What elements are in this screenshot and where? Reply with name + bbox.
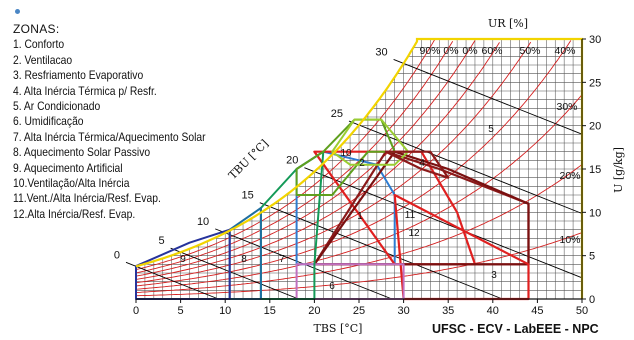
- x-tick-label: 35: [442, 305, 454, 317]
- zone-label-4: 4: [419, 158, 425, 169]
- legend-item-3: 3. Resfriamento Evaporativo: [13, 68, 144, 83]
- legend-item-11: 11.Vent./Alta Inércia/Resf. Evap.: [13, 191, 161, 206]
- rh-curve-30: [135, 94, 583, 290]
- rh-label: 0%: [443, 45, 458, 57]
- rh-label: 50%: [519, 45, 540, 57]
- rh-label: 30%: [556, 101, 577, 113]
- wet-bulb-label: 0: [114, 249, 120, 261]
- zone-label-7: 7: [279, 254, 285, 265]
- wet-bulb-label: 15: [242, 190, 254, 202]
- zone-label-3: 3: [491, 270, 497, 281]
- rh-label: 10%: [559, 234, 580, 246]
- rh-label: 60%: [481, 45, 502, 57]
- x-tick-label: 45: [531, 305, 543, 317]
- x-tick-label: 20: [308, 305, 320, 317]
- legend-item-6: 6. Umidificação: [13, 114, 84, 129]
- x-tick-label: 15: [264, 305, 276, 317]
- rh-curve-10: [136, 232, 583, 297]
- y-tick-label: 15: [589, 164, 601, 176]
- rh-curve-40: [135, 40, 572, 287]
- corner-marker-icon: [15, 9, 20, 14]
- rh-axis-title: UR [%]: [488, 17, 528, 30]
- wet-bulb-line-0: [125, 261, 219, 300]
- x-tick-label: 25: [353, 305, 365, 317]
- zone-legend: ZONAS: 1. Conforto 2. Ventilacao 3. Resf…: [13, 22, 237, 222]
- legend-item-5: 5. Ar Condicionado: [13, 99, 101, 114]
- rh-curve-70: [135, 40, 476, 277]
- rh-curve-50: [135, 41, 532, 284]
- wet-bulb-title: TBU [°C]: [226, 137, 271, 182]
- legend-item-2: 2. Ventilacao: [13, 52, 73, 67]
- rh-curve-80: [135, 41, 454, 274]
- wet-bulb-line-20: [304, 167, 583, 279]
- y-tick-label: 0: [589, 294, 595, 306]
- y-tick-label: 25: [589, 77, 601, 89]
- credit-label: UFSC - ECV - LabEEE - NPC: [432, 322, 599, 336]
- rh-label: 90%: [419, 45, 440, 57]
- zone-label-2: 2: [359, 158, 365, 169]
- zone-11-outline: [331, 118, 410, 166]
- zone-label-1: 1: [357, 211, 363, 222]
- zone-12-outline: [384, 150, 450, 179]
- saturation-curve: [135, 37, 584, 299]
- y-axis-title: U [g/kg]: [612, 147, 625, 193]
- legend-item-12: 12.Alta Inércia/Resf. Evap.: [13, 206, 136, 221]
- zone-label-9: 9: [180, 254, 186, 265]
- wet-bulb-label: 10: [197, 216, 209, 228]
- legend-item-4: 4. Alta Inércia Térmica p/ Resfr.: [13, 83, 157, 98]
- rh-label: 20%: [559, 170, 580, 182]
- zone-1-outline: [295, 150, 396, 266]
- wet-bulb-label: 30: [375, 46, 387, 58]
- y-tick-label: 10: [589, 207, 601, 219]
- y-tick-label: 30: [589, 34, 601, 46]
- wet-bulb-line-30: [393, 59, 583, 135]
- wet-bulb-line-5: [170, 247, 299, 300]
- y-tick-label: 5: [589, 251, 595, 263]
- rh-label: 0%: [462, 45, 477, 57]
- zone-label-8: 8: [241, 254, 247, 265]
- x-tick-label: 0: [133, 305, 139, 317]
- x-tick-label: 10: [219, 305, 231, 317]
- rh-label: 40%: [554, 45, 575, 57]
- zone-label-5: 5: [488, 124, 494, 135]
- wet-bulb-label: 20: [286, 155, 298, 167]
- zone-4-outline: [313, 150, 530, 266]
- legend-item-10: 10.Ventilação/Alta Inércia: [13, 176, 130, 191]
- wet-bulb-lines: [125, 59, 583, 300]
- legend-item-9: 9. Aquecimento Artificial: [13, 160, 123, 175]
- y-tick-label: 20: [589, 121, 601, 133]
- saturation-boundary: [135, 37, 584, 299]
- x-tick-label: 30: [397, 305, 409, 317]
- rh-curve-90: [135, 39, 436, 271]
- rh-curve-60: [135, 42, 500, 280]
- wet-bulb-label: 25: [331, 108, 343, 120]
- zone-label-11: 11: [405, 210, 416, 221]
- x-tick-label: 5: [178, 305, 184, 317]
- x-tick-label: 40: [487, 305, 499, 317]
- zone-label-6: 6: [329, 281, 335, 292]
- zone-label-12: 12: [408, 228, 420, 239]
- zone-label-10: 10: [340, 148, 352, 159]
- wet-bulb-line-15: [259, 202, 503, 300]
- legend-item-8: 8. Aquecimento Solar Passivo: [13, 145, 151, 160]
- x-tick-label: 50: [576, 305, 588, 317]
- legend-heading: ZONAS:: [13, 22, 60, 36]
- wet-bulb-label: 5: [158, 235, 164, 247]
- legend-item-1: 1. Conforto: [13, 37, 65, 52]
- x-axis-title: TBS [°C]: [314, 322, 363, 335]
- legend-item-7: 7. Alta Inércia Térmica/Aquecimento Sola…: [13, 129, 206, 144]
